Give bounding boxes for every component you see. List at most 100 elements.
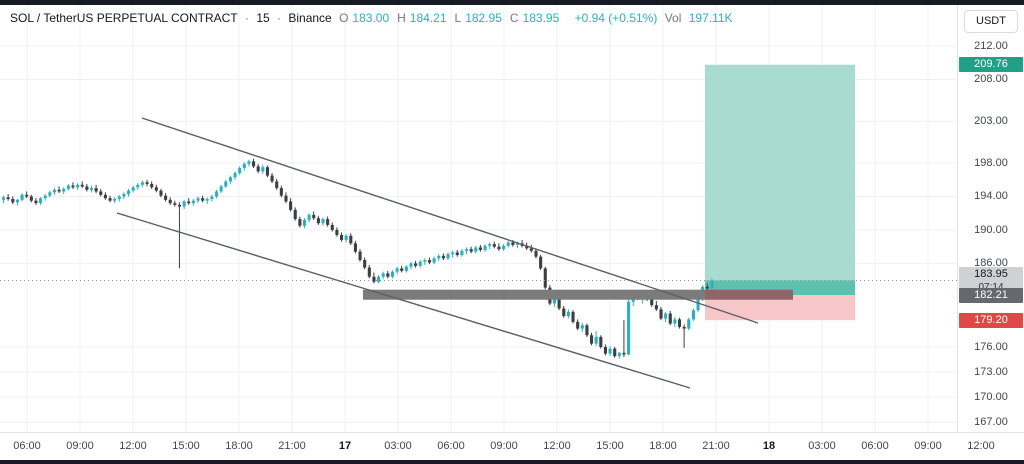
time-tick-label: 06:00 (861, 440, 889, 452)
currency-toggle-button[interactable]: USDT (964, 10, 1018, 33)
price-tick-label: 170.00 (974, 391, 1008, 404)
candle-body (265, 167, 270, 176)
candle-body (279, 188, 283, 196)
time-tick-label: 06:00 (437, 440, 465, 452)
candle-body (173, 203, 177, 205)
candle-body (302, 219, 307, 226)
candle-body (515, 243, 520, 245)
bar-countdown: 07:14 (959, 281, 1023, 294)
candle-body (168, 199, 172, 204)
candle-body (687, 319, 691, 329)
price-tick-label: 190.00 (974, 223, 1008, 236)
candle-body (682, 326, 686, 329)
candle-body (432, 258, 436, 263)
candle-body (608, 348, 612, 354)
candle-body (539, 256, 543, 269)
channel-lower-trendline[interactable] (116, 212, 691, 389)
candle-body (261, 167, 265, 172)
price-axis[interactable]: USDT 212.00 208.00 203.00 198.00 194.00 190.0… (957, 5, 1024, 432)
candle-body (99, 191, 103, 195)
price-tick-label: 198.00 (974, 157, 1008, 170)
candle-body (418, 261, 422, 266)
support-resistance-bar-overlap[interactable] (705, 289, 793, 300)
time-tick-label: 09:00 (66, 440, 94, 452)
candle-body (594, 336, 598, 344)
candle-body (529, 248, 533, 251)
stop-price-label: 179.20 (959, 312, 1023, 328)
time-axis[interactable]: 06:00 09:00 12:00 15:00 18:00 21:00 17 03:00 06:… (0, 432, 1024, 460)
price-tick-label: 167.00 (974, 416, 1008, 429)
candle-body (39, 198, 43, 204)
candle-body (298, 219, 302, 226)
candle-body (270, 175, 274, 182)
candle-body (154, 187, 158, 191)
candle-body (469, 249, 473, 252)
candle-body (349, 235, 353, 244)
candle-body (191, 200, 195, 204)
bottom-toolbar-strip (0, 459, 1024, 464)
candle-body (502, 245, 506, 250)
candle-body (691, 310, 695, 320)
candle-body (182, 201, 186, 207)
candle-body (705, 286, 709, 289)
symbol-legend[interactable]: SOL / TetherUS PERPETUAL CONTRACT · 15 ·… (10, 11, 737, 25)
candle-body (664, 313, 668, 319)
candle-body (571, 311, 575, 322)
time-tick-label: 09:00 (490, 440, 518, 452)
candle-body (534, 250, 538, 257)
candle-body (275, 181, 279, 189)
candle-body (2, 197, 6, 200)
candle-body (214, 191, 219, 197)
candle-body (585, 325, 589, 336)
candle-body (164, 195, 168, 200)
candle-body (326, 219, 330, 225)
candle-body (210, 196, 214, 199)
ohlc-item: O 183.00 (339, 11, 390, 25)
candle-body (344, 235, 348, 240)
interval-label[interactable]: 15 (256, 11, 270, 25)
time-tick-label: 15:00 (172, 440, 200, 452)
candle-body (372, 276, 376, 282)
candle-body (390, 271, 395, 277)
candle-body (103, 194, 107, 199)
candle-body (654, 305, 658, 310)
candle-body (497, 246, 501, 250)
candle-body (321, 219, 325, 224)
candle-body (20, 194, 24, 200)
symbol-title[interactable]: SOL / TetherUS PERPETUAL CONTRACT (10, 11, 238, 25)
time-tick-label: 12:00 (967, 440, 995, 452)
candle-body (34, 200, 38, 204)
candle-body (367, 267, 371, 277)
candle-body (437, 255, 441, 259)
candle-body (238, 168, 242, 174)
entry-price-label: 182.21 (959, 287, 1023, 303)
candle-body (117, 196, 121, 199)
channel-upper-trendline[interactable] (141, 117, 759, 324)
candle-body (159, 190, 163, 196)
price-tick-label: 203.00 (974, 115, 1008, 128)
time-tick-label: 09:00 (914, 440, 942, 452)
candle-body (201, 198, 205, 201)
exchange-label[interactable]: Binance (288, 11, 332, 25)
top-toolbar-strip (0, 0, 1024, 5)
separator: · (244, 11, 249, 25)
time-tick-label: 12:00 (543, 440, 571, 452)
candle-body (224, 181, 228, 187)
candle-body (52, 189, 57, 193)
long-position-profit-zone[interactable] (705, 64, 855, 296)
candle-body (43, 195, 47, 199)
candle-body (627, 301, 631, 355)
candle-body (710, 280, 714, 289)
candle-body (474, 247, 478, 252)
candle-body (293, 209, 297, 220)
candle-body (71, 185, 75, 188)
candle-body (145, 182, 149, 184)
ohlc-item: H 184.21 (397, 11, 447, 25)
candle-body (483, 245, 487, 250)
candle-body (599, 336, 603, 347)
support-resistance-bar[interactable] (363, 289, 705, 300)
candle-body (478, 247, 482, 250)
candle-body (427, 260, 432, 263)
